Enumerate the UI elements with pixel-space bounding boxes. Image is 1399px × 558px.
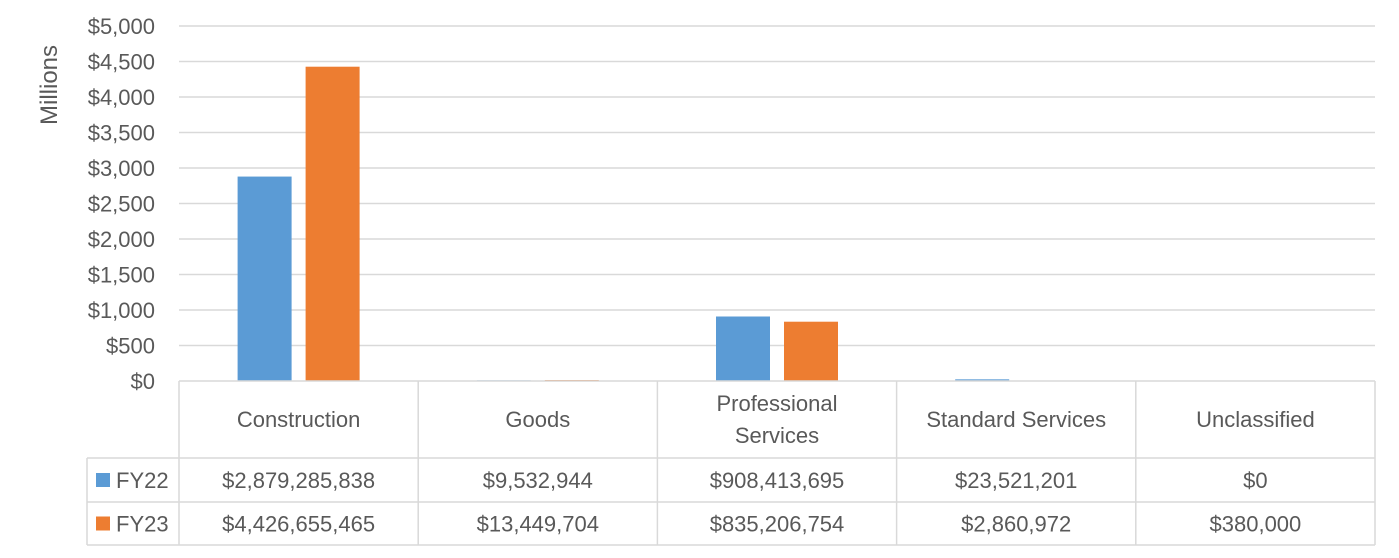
bar-fy23 xyxy=(305,66,360,381)
category-label: Standard Services xyxy=(926,407,1106,432)
category-label: Construction xyxy=(237,407,361,432)
category-label: Goods xyxy=(505,407,570,432)
bars xyxy=(237,66,1317,381)
data-label: $4,426,655,465 xyxy=(222,512,375,537)
y-tick-label: $2,000 xyxy=(88,227,155,252)
legend-label: FY23 xyxy=(116,512,169,537)
data-label: $23,521,201 xyxy=(955,468,1077,493)
bar-fy22 xyxy=(716,316,770,381)
data-label: $2,879,285,838 xyxy=(222,468,375,493)
category-label: Unclassified xyxy=(1196,407,1315,432)
legend-key-fy22 xyxy=(96,473,110,487)
legend-key-fy23 xyxy=(96,516,110,531)
legend-label: FY22 xyxy=(116,468,169,493)
bar-fy22 xyxy=(955,379,1010,381)
y-tick-label: $3,000 xyxy=(88,156,155,181)
y-tick-label: $5,000 xyxy=(88,14,155,39)
y-tick-label: $3,500 xyxy=(88,121,155,146)
data-label: $9,532,944 xyxy=(483,468,593,493)
data-label: $380,000 xyxy=(1210,512,1302,537)
bar-fy22 xyxy=(237,176,292,381)
data-label: $908,413,695 xyxy=(710,468,845,493)
y-tick-label: $2,500 xyxy=(88,192,155,217)
y-tick-label: $4,500 xyxy=(88,50,155,75)
y-tick-label: $1,500 xyxy=(88,263,155,288)
data-label: $2,860,972 xyxy=(961,512,1071,537)
bar-fy23 xyxy=(784,321,838,381)
y-tick-label: $0 xyxy=(131,369,155,394)
y-tick-label: $500 xyxy=(106,334,155,359)
y-axis-title: Millions xyxy=(36,45,63,125)
category-label: Professional Services xyxy=(716,391,837,448)
gridlines xyxy=(179,25,1375,347)
y-axis: $0 $500 $1,000 $1,500 $2,000 $2,500 $3,000 $3,5… xyxy=(88,14,155,394)
data-label: $835,206,754 xyxy=(710,512,845,537)
y-tick-label: $1,000 xyxy=(88,298,155,323)
y-tick-label: $4,000 xyxy=(88,85,155,110)
data-label: $0 xyxy=(1243,468,1267,493)
data-label: $13,449,704 xyxy=(477,512,599,537)
data-table: Construction Goods Professional Services Sta… xyxy=(86,380,1376,546)
